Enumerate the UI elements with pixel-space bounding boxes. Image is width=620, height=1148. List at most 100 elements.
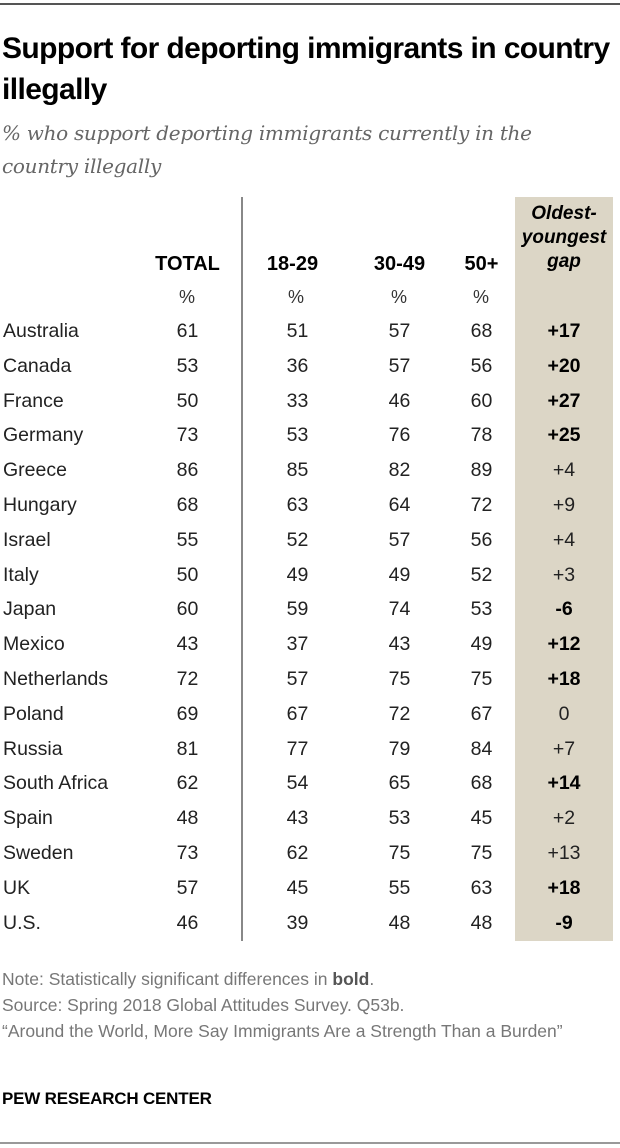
country-cell: Greece bbox=[3, 459, 67, 482]
age-50-plus-cell: 75 bbox=[470, 841, 493, 864]
gap-cell: +7 bbox=[552, 737, 576, 760]
age-30-49-cell: 46 bbox=[388, 389, 411, 412]
total-cell: 86 bbox=[176, 459, 199, 482]
gap-cell: +18 bbox=[547, 876, 581, 899]
age-50-plus-cell: 68 bbox=[470, 772, 493, 795]
total-cell: 55 bbox=[176, 528, 199, 551]
age-30-49-cell: 64 bbox=[388, 493, 411, 516]
chart-title: Support for deporting immigrants in coun… bbox=[2, 32, 610, 106]
country-cell: Spain bbox=[3, 807, 53, 830]
country-cell: Germany bbox=[3, 424, 84, 447]
age-18-29-cell: 39 bbox=[286, 911, 309, 934]
gap-cell: +12 bbox=[547, 633, 581, 656]
age-30-49-cell: 72 bbox=[388, 702, 411, 725]
age-30-49-cell: 65 bbox=[388, 772, 411, 795]
gap-cell: +17 bbox=[547, 320, 581, 342]
age-50-plus-cell: 53 bbox=[470, 598, 493, 621]
unit-30-49: % bbox=[390, 287, 407, 307]
total-cell: 50 bbox=[176, 389, 199, 412]
age-30-49-cell: 55 bbox=[388, 876, 411, 899]
age-50-plus-cell: 75 bbox=[470, 667, 493, 690]
age-30-49-cell: 43 bbox=[388, 633, 411, 656]
age-50-plus-cell: 48 bbox=[470, 911, 493, 934]
age-18-29-cell: 62 bbox=[286, 841, 309, 864]
age-50-plus-cell: 78 bbox=[470, 424, 493, 447]
total-cell: 46 bbox=[176, 911, 199, 934]
country-cell: Poland bbox=[3, 702, 64, 725]
age-50-plus-cell: 49 bbox=[470, 633, 493, 656]
table-row: Russia 81 77 79 84 +7 bbox=[0, 732, 620, 767]
total-cell: 72 bbox=[176, 667, 199, 690]
note-text: Note: Statistically significant differen… bbox=[2, 969, 333, 989]
gap-cell: +2 bbox=[552, 807, 576, 830]
age-50-plus-cell: 45 bbox=[470, 807, 493, 830]
age-18-29-cell: 43 bbox=[286, 807, 309, 830]
table-row: U.S. 46 39 48 48 -9 bbox=[0, 906, 620, 941]
total-cell: 53 bbox=[176, 354, 199, 377]
total-cell: 73 bbox=[176, 841, 199, 864]
age-50-plus-cell: 68 bbox=[470, 320, 493, 342]
gap-cell: -6 bbox=[555, 598, 573, 621]
total-cell: 62 bbox=[176, 772, 199, 795]
age-18-29-cell: 63 bbox=[286, 493, 309, 516]
chart-subtitle: % who support deporting immigrants curre… bbox=[2, 121, 532, 178]
note-suffix: . bbox=[369, 969, 375, 989]
gap-cell: +25 bbox=[547, 424, 581, 447]
gap-cell: 0 bbox=[558, 702, 570, 725]
age-30-49-cell: 74 bbox=[388, 598, 411, 621]
table-row: Greece 86 85 82 89 +4 bbox=[0, 453, 620, 488]
age-50-plus-cell: 84 bbox=[470, 737, 493, 760]
age-30-49-cell: 49 bbox=[388, 563, 411, 586]
country-cell: Netherlands bbox=[3, 667, 109, 690]
country-cell: Russia bbox=[3, 737, 63, 760]
header-18-29: 18-29 bbox=[266, 253, 319, 275]
total-divider bbox=[241, 197, 243, 941]
header-gap-label: Oldest-youngest gap bbox=[521, 203, 607, 272]
report-line: “Around the World, More Say Immigrants A… bbox=[2, 1021, 563, 1041]
total-cell: 43 bbox=[176, 633, 199, 656]
age-18-29-cell: 77 bbox=[286, 737, 309, 760]
country-cell: France bbox=[3, 389, 64, 412]
age-18-29-cell: 36 bbox=[286, 354, 309, 377]
age-18-29-cell: 53 bbox=[286, 424, 309, 447]
country-cell: Israel bbox=[3, 528, 51, 551]
age-18-29-cell: 54 bbox=[286, 772, 309, 795]
age-30-49-cell: 79 bbox=[388, 737, 411, 760]
age-50-plus-cell: 56 bbox=[470, 354, 493, 377]
age-18-29-cell: 51 bbox=[286, 320, 309, 342]
table-row: France 50 33 46 60 +27 bbox=[0, 384, 620, 419]
table-row: Italy 50 49 49 52 +3 bbox=[0, 558, 620, 593]
total-cell: 69 bbox=[176, 702, 199, 725]
age-18-29-cell: 67 bbox=[286, 702, 309, 725]
gap-cell: +13 bbox=[547, 841, 581, 864]
country-cell: Hungary bbox=[3, 493, 77, 516]
age-30-49-cell: 53 bbox=[388, 807, 411, 830]
bottom-rule bbox=[0, 1142, 620, 1144]
total-cell: 50 bbox=[176, 563, 199, 586]
unit-50-plus: % bbox=[472, 287, 489, 307]
country-cell: Australia bbox=[3, 320, 79, 342]
total-cell: 48 bbox=[176, 807, 199, 830]
age-18-29-cell: 59 bbox=[286, 598, 309, 621]
age-50-plus-cell: 89 bbox=[470, 459, 493, 482]
age-18-29-cell: 33 bbox=[286, 389, 309, 412]
age-30-49-cell: 57 bbox=[388, 320, 411, 342]
country-cell: Canada bbox=[3, 354, 72, 377]
table-row: Mexico 43 37 43 49 +12 bbox=[0, 627, 620, 662]
header-30-49: 30-49 bbox=[373, 253, 426, 275]
note-line: Note: Statistically significant differen… bbox=[2, 966, 612, 992]
age-30-49-cell: 75 bbox=[388, 667, 411, 690]
header-gap: Oldest-youngest gap bbox=[515, 202, 613, 274]
country-cell: UK bbox=[3, 876, 31, 899]
age-30-49-cell: 76 bbox=[388, 424, 411, 447]
country-cell: Italy bbox=[3, 563, 39, 586]
total-cell: 68 bbox=[176, 493, 199, 516]
unit-total: % bbox=[178, 287, 195, 307]
table-row: Hungary 68 63 64 72 +9 bbox=[0, 488, 620, 523]
table-row: South Africa 62 54 65 68 +14 bbox=[0, 766, 620, 801]
table-row: Japan 60 59 74 53 -6 bbox=[0, 592, 620, 627]
age-30-49-cell: 57 bbox=[388, 354, 411, 377]
age-18-29-cell: 37 bbox=[286, 633, 309, 656]
total-cell: 60 bbox=[176, 598, 199, 621]
gap-cell: +27 bbox=[547, 389, 581, 412]
